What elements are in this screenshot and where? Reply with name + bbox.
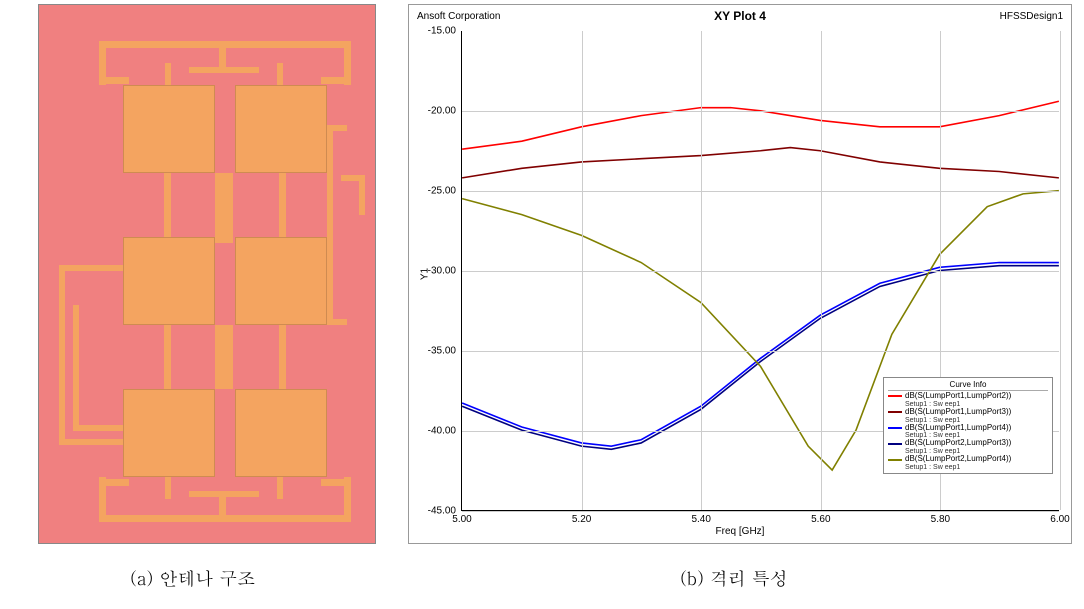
antenna-trace xyxy=(73,425,129,431)
antenna-trace xyxy=(215,173,233,243)
antenna-trace xyxy=(215,325,233,389)
legend-item: dB(S(LumpPort1,LumpPort4)) xyxy=(888,424,1048,433)
y-tick-label: -30.00 xyxy=(428,266,456,277)
x-axis-label: Freq [GHz] xyxy=(716,526,765,537)
y-tick-label: -35.00 xyxy=(428,346,456,357)
antenna-trace xyxy=(189,491,259,497)
plot-region: -15.00-20.00-25.00-30.00-35.00-40.00-45.… xyxy=(461,31,1059,511)
antenna-patch xyxy=(235,389,327,477)
chart-title: XY Plot 4 xyxy=(714,9,766,23)
legend-swatch xyxy=(888,459,902,461)
legend-label: dB(S(LumpPort1,LumpPort3)) xyxy=(905,408,1011,417)
legend-sublabel: Setup1 : Sw eep1 xyxy=(905,464,1048,471)
antenna-patch xyxy=(123,237,215,325)
antenna-trace xyxy=(277,63,283,85)
antenna-trace xyxy=(73,305,79,431)
antenna-trace xyxy=(59,265,65,445)
legend-swatch xyxy=(888,443,902,445)
antenna-trace xyxy=(277,477,283,499)
legend-label: dB(S(LumpPort1,LumpPort2)) xyxy=(905,392,1011,401)
chart-area: Ansoft Corporation XY Plot 4 HFSSDesign1… xyxy=(408,4,1072,544)
antenna-trace xyxy=(59,265,129,271)
antenna-trace xyxy=(321,479,351,486)
antenna-trace xyxy=(279,173,286,237)
curve xyxy=(462,148,1059,178)
chart-corporation: Ansoft Corporation xyxy=(417,11,500,22)
antenna-patch xyxy=(235,237,327,325)
antenna-trace xyxy=(165,63,171,85)
legend-label: dB(S(LumpPort1,LumpPort4)) xyxy=(905,424,1011,433)
x-tick-label: 6.00 xyxy=(1050,514,1069,525)
legend-label: dB(S(LumpPort2,LumpPort4)) xyxy=(905,455,1011,464)
antenna-trace xyxy=(279,325,286,389)
antenna-trace xyxy=(164,173,171,237)
legend-swatch xyxy=(888,395,902,397)
antenna-trace xyxy=(359,175,365,215)
y-tick-label: -20.00 xyxy=(428,106,456,117)
x-tick-label: 5.80 xyxy=(931,514,950,525)
antenna-patch xyxy=(235,85,327,173)
legend-title: Curve Info xyxy=(888,380,1048,391)
antenna-trace xyxy=(327,319,347,325)
y-tick-label: -40.00 xyxy=(428,426,456,437)
x-tick-label: 5.40 xyxy=(691,514,710,525)
antenna-trace xyxy=(189,67,259,73)
antenna-trace xyxy=(327,125,347,131)
legend-swatch xyxy=(888,411,902,413)
legend-swatch xyxy=(888,427,902,429)
caption-b: (b) 격리 특성 xyxy=(680,566,788,591)
antenna-trace xyxy=(99,479,129,486)
curve xyxy=(462,101,1059,149)
legend-item: dB(S(LumpPort1,LumpPort3)) xyxy=(888,408,1048,417)
antenna-panel xyxy=(0,0,398,609)
x-tick-label: 5.20 xyxy=(572,514,591,525)
caption-a: (a) 안테나 구조 xyxy=(130,566,255,591)
legend-item: dB(S(LumpPort2,LumpPort3)) xyxy=(888,439,1048,448)
legend-item: dB(S(LumpPort2,LumpPort4)) xyxy=(888,455,1048,464)
x-tick-label: 5.00 xyxy=(452,514,471,525)
y-axis-label: Y1 xyxy=(420,268,431,280)
legend-item: dB(S(LumpPort1,LumpPort2)) xyxy=(888,392,1048,401)
y-tick-label: -15.00 xyxy=(428,26,456,37)
antenna-patch xyxy=(123,389,215,477)
legend-label: dB(S(LumpPort2,LumpPort3)) xyxy=(905,439,1011,448)
chart-design-name: HFSSDesign1 xyxy=(1000,11,1063,22)
antenna-diagram xyxy=(38,4,376,544)
antenna-trace xyxy=(321,77,351,84)
antenna-trace xyxy=(164,325,171,389)
legend: Curve InfodB(S(LumpPort1,LumpPort2)) Setu… xyxy=(883,377,1053,474)
chart-panel: Ansoft Corporation XY Plot 4 HFSSDesign1… xyxy=(398,0,1084,609)
antenna-patch xyxy=(123,85,215,173)
y-tick-label: -25.00 xyxy=(428,186,456,197)
antenna-trace xyxy=(165,477,171,499)
antenna-trace xyxy=(99,77,129,84)
antenna-trace xyxy=(59,439,129,445)
antenna-trace xyxy=(327,125,333,325)
x-tick-label: 5.60 xyxy=(811,514,830,525)
